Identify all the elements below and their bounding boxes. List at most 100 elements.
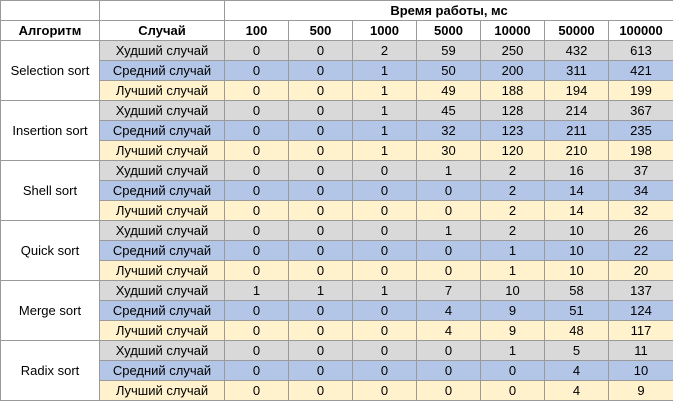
time-value-cell: 1 xyxy=(480,260,545,281)
time-value-cell: 37 xyxy=(607,160,673,181)
time-value-cell: 0 xyxy=(352,320,417,341)
table-row: Средний случай 0 0 0 0 2 14 34 xyxy=(1,180,673,201)
time-value-cell: 1 xyxy=(352,80,417,101)
time-value-cell: 0 xyxy=(352,220,417,241)
time-value-cell: 14 xyxy=(544,200,609,221)
time-value-cell: 14 xyxy=(544,180,609,201)
size-header-500: 500 xyxy=(288,20,353,41)
time-value-cell: 0 xyxy=(352,360,417,381)
time-value-cell: 11 xyxy=(607,340,673,361)
time-value-cell: 120 xyxy=(480,140,545,161)
time-value-cell: 0 xyxy=(288,80,353,101)
time-value-cell: 4 xyxy=(416,320,481,341)
time-value-cell: 48 xyxy=(544,320,609,341)
time-value-cell: 0 xyxy=(352,300,417,321)
case-label: Лучший случай xyxy=(99,140,225,161)
time-value-cell: 0 xyxy=(288,40,353,61)
case-label: Лучший случай xyxy=(99,200,225,221)
time-value-cell: 0 xyxy=(288,140,353,161)
table-row: Средний случай 0 0 1 32 123 211 235 xyxy=(1,120,673,141)
corner-cell xyxy=(99,0,225,21)
case-label: Худший случай xyxy=(99,40,225,61)
time-value-cell: 4 xyxy=(544,360,609,381)
time-value-cell: 2 xyxy=(352,40,417,61)
time-value-cell: 0 xyxy=(288,240,353,261)
time-value-cell: 0 xyxy=(352,340,417,361)
time-value-cell: 0 xyxy=(288,360,353,381)
case-label: Средний случай xyxy=(99,60,225,81)
time-value-cell: 32 xyxy=(416,120,481,141)
time-value-cell: 1 xyxy=(480,240,545,261)
time-value-cell: 0 xyxy=(288,260,353,281)
size-header-5000: 5000 xyxy=(416,20,481,41)
time-value-cell: 0 xyxy=(352,380,417,401)
time-value-cell: 10 xyxy=(607,360,673,381)
time-value-cell: 30 xyxy=(416,140,481,161)
size-header-10000: 10000 xyxy=(480,20,545,41)
time-value-cell: 0 xyxy=(416,200,481,221)
time-value-cell: 16 xyxy=(544,160,609,181)
time-value-cell: 0 xyxy=(224,80,289,101)
case-label: Худший случай xyxy=(99,280,225,301)
time-value-cell: 10 xyxy=(480,280,545,301)
time-value-cell: 188 xyxy=(480,80,545,101)
time-value-cell: 0 xyxy=(416,380,481,401)
time-value-cell: 0 xyxy=(224,200,289,221)
table-row: Лучший случай 0 0 0 0 2 14 32 xyxy=(1,200,673,221)
size-header-1000: 1000 xyxy=(352,20,417,41)
case-label: Средний случай xyxy=(99,240,225,261)
time-value-cell: 2 xyxy=(480,160,545,181)
time-value-cell: 22 xyxy=(607,240,673,261)
time-value-cell: 58 xyxy=(544,280,609,301)
time-value-cell: 124 xyxy=(607,300,673,321)
time-value-cell: 34 xyxy=(607,180,673,201)
table-row: Лучший случай 0 0 1 49 188 194 199 xyxy=(1,80,673,101)
time-value-cell: 1 xyxy=(416,220,481,241)
time-value-cell: 20 xyxy=(607,260,673,281)
time-value-cell: 9 xyxy=(480,320,545,341)
algorithm-column-header: Алгоритм xyxy=(0,20,100,41)
time-value-cell: 613 xyxy=(607,40,673,61)
time-value-cell: 0 xyxy=(288,180,353,201)
table-row: Quick sort Худший случай 0 0 0 1 2 10 26 xyxy=(0,220,673,281)
time-value-cell: 214 xyxy=(544,100,609,121)
time-value-cell: 128 xyxy=(480,100,545,121)
time-value-cell: 9 xyxy=(607,380,673,401)
time-value-cell: 1 xyxy=(352,100,417,121)
time-value-cell: 0 xyxy=(480,360,545,381)
time-value-cell: 0 xyxy=(224,380,289,401)
table-row: Selection sort Худший случай 0 0 2 59 250 432 61… xyxy=(0,40,673,101)
table-row: Лучший случай 0 0 0 4 9 48 117 xyxy=(1,320,673,341)
size-header-100: 100 xyxy=(224,20,289,41)
time-value-cell: 0 xyxy=(288,300,353,321)
time-value-cell: 1 xyxy=(224,280,289,301)
time-value-cell: 2 xyxy=(480,200,545,221)
time-value-cell: 59 xyxy=(416,40,481,61)
time-value-cell: 0 xyxy=(416,260,481,281)
time-value-cell: 1 xyxy=(352,280,417,301)
time-value-cell: 235 xyxy=(607,120,673,141)
algorithm-name: Merge sort xyxy=(0,280,100,341)
table-row: Лучший случай 0 0 0 0 0 4 9 xyxy=(1,380,673,401)
time-value-cell: 0 xyxy=(224,340,289,361)
time-value-cell: 0 xyxy=(288,340,353,361)
time-value-cell: 0 xyxy=(288,100,353,121)
time-group-header: Время работы, мс xyxy=(223,0,673,21)
time-value-cell: 0 xyxy=(224,180,289,201)
time-value-cell: 0 xyxy=(352,180,417,201)
time-value-cell: 1 xyxy=(352,120,417,141)
table-row: Средний случай 0 0 1 50 200 311 421 xyxy=(1,60,673,81)
case-label: Худший случай xyxy=(99,160,225,181)
table-row: Insertion sort Худший случай 0 0 1 45 128 214 36… xyxy=(0,100,673,161)
case-label: Лучший случай xyxy=(99,80,225,101)
table-row: Средний случай 0 0 0 0 1 10 22 xyxy=(1,240,673,261)
table-row: Radix sort Худший случай 0 0 0 0 1 5 11 xyxy=(0,340,673,401)
table-body: Selection sort Худший случай 0 0 2 59 250 432 61… xyxy=(0,40,673,401)
time-value-cell: 0 xyxy=(224,260,289,281)
time-value-cell: 10 xyxy=(544,240,609,261)
size-header-100000: 100000 xyxy=(607,20,673,41)
algorithm-name: Selection sort xyxy=(0,40,100,101)
algorithm-name: Shell sort xyxy=(0,160,100,221)
case-label: Худший случай xyxy=(99,100,225,121)
